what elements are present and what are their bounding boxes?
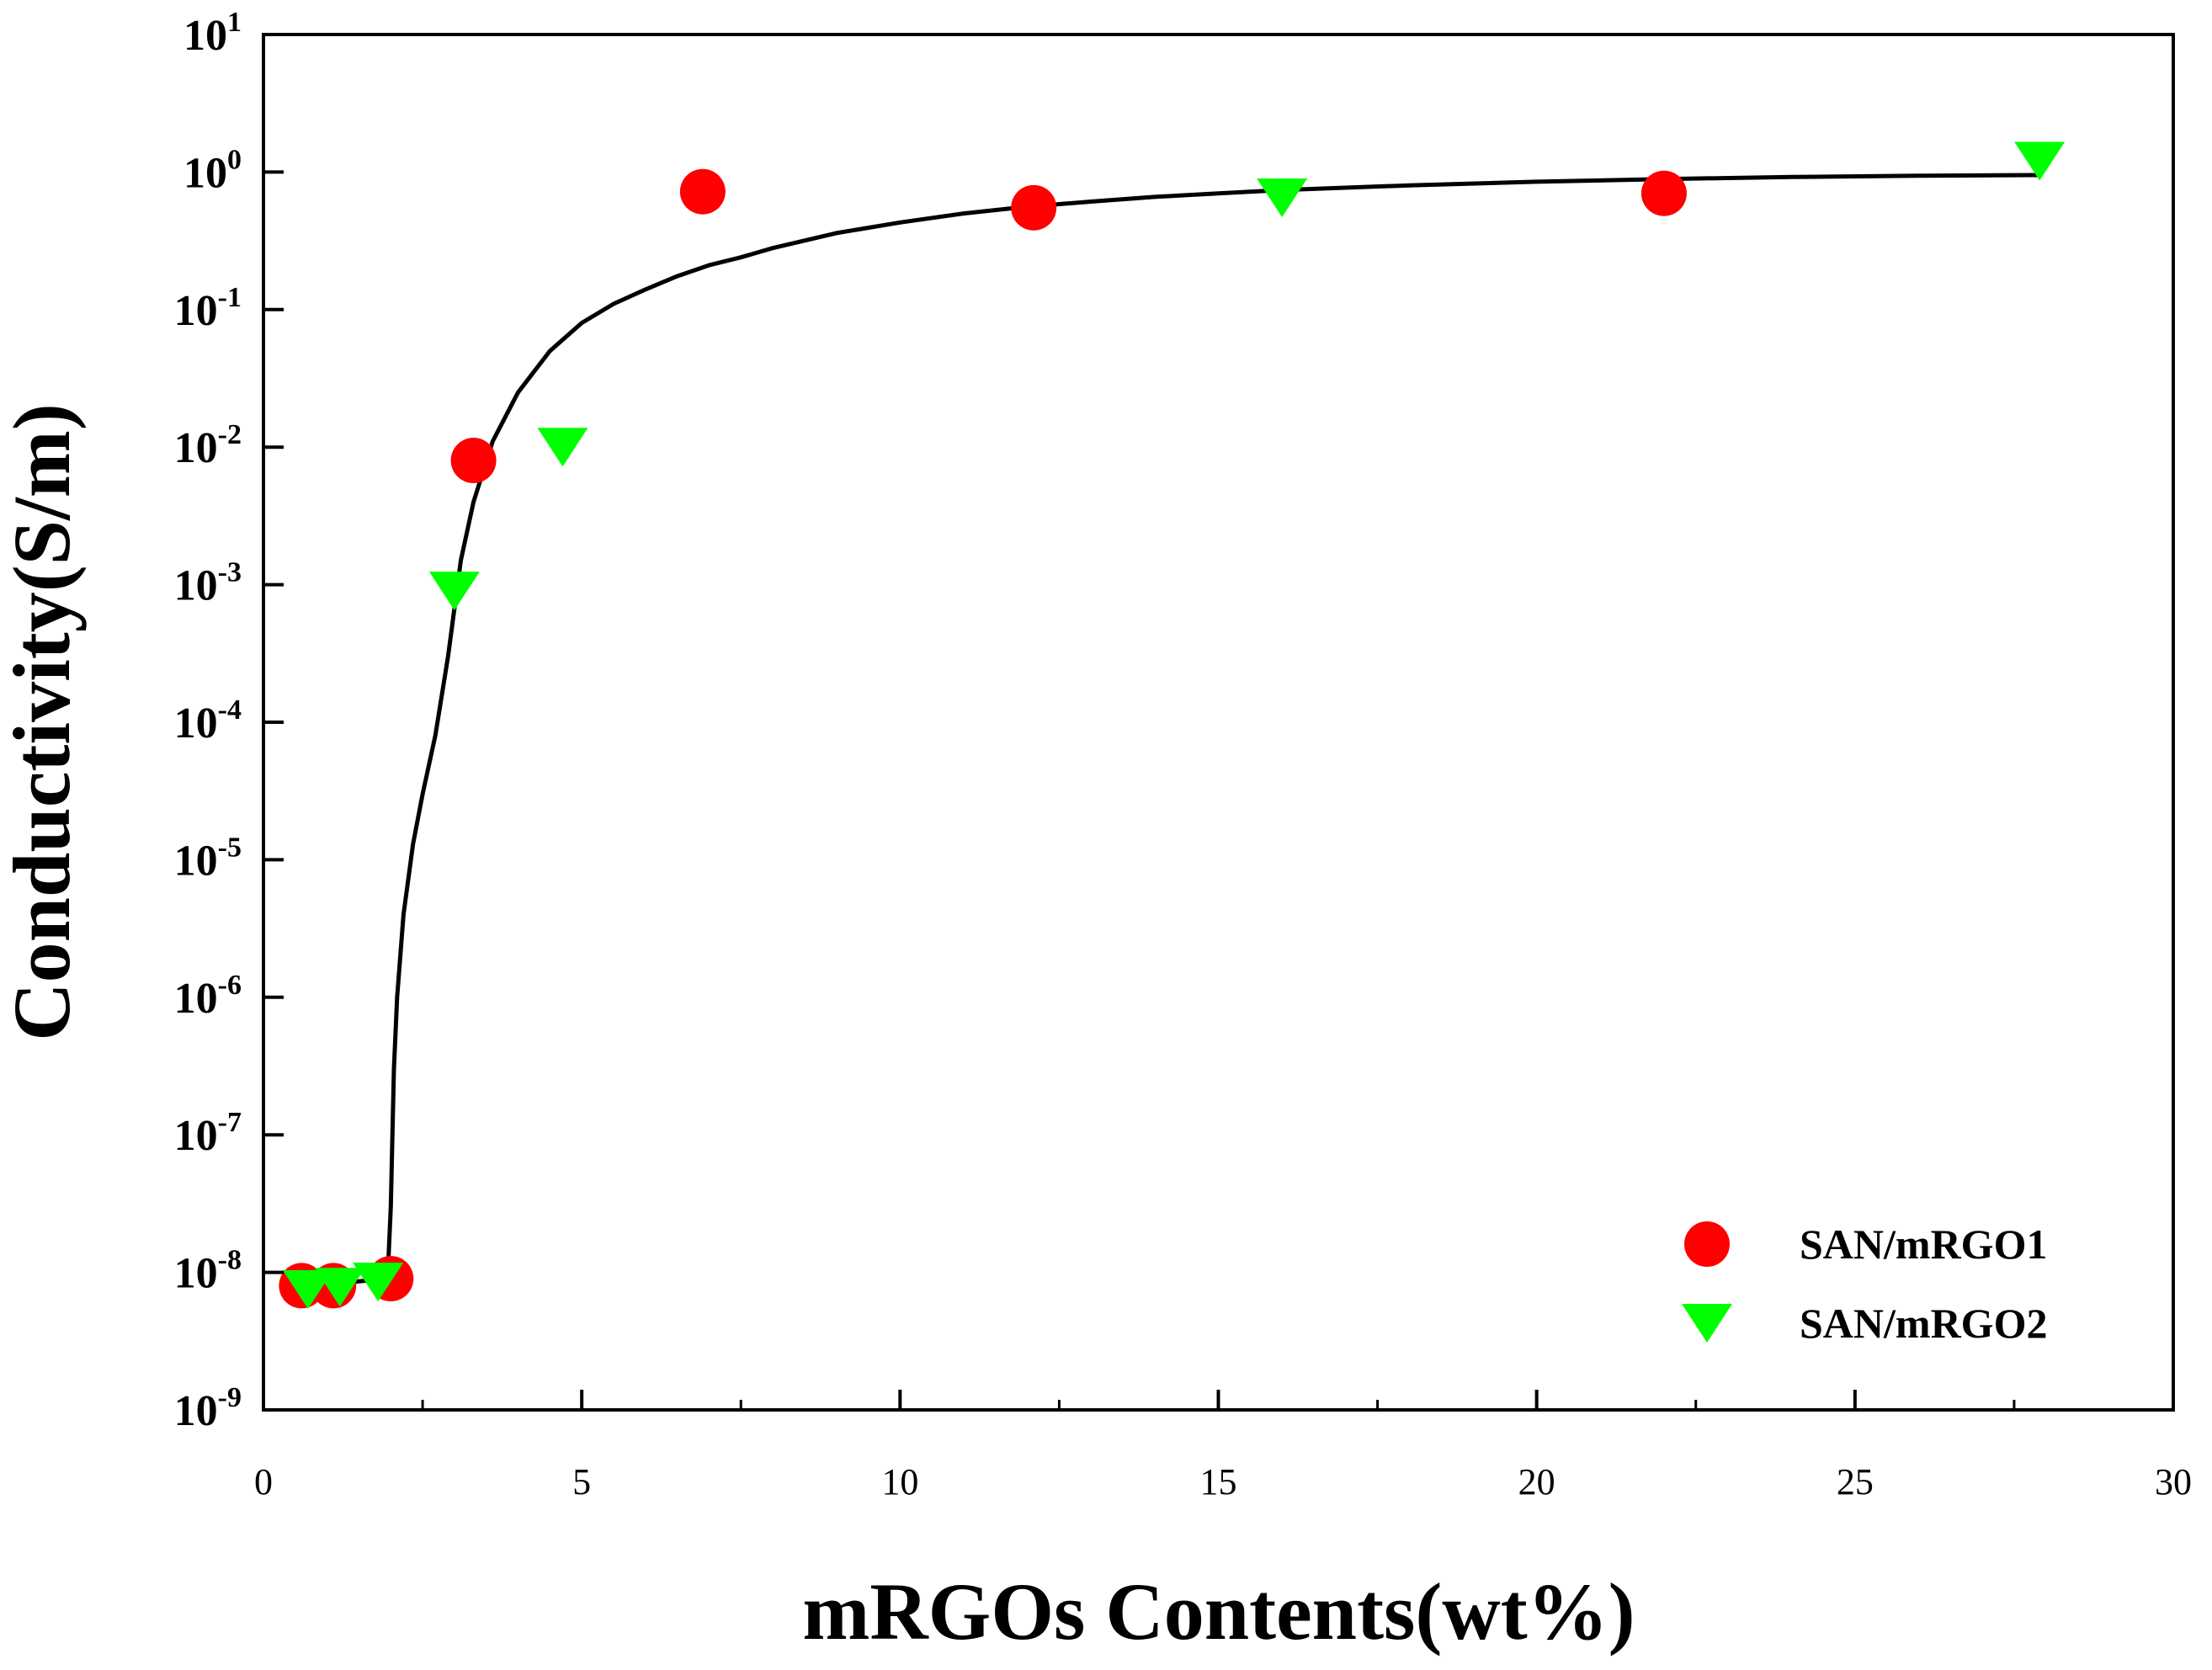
data-point-san-mrgo1 <box>1011 184 1057 231</box>
data-point-san-mrgo2 <box>428 572 480 611</box>
legend-marker-san-mrgo1 <box>1684 1221 1730 1267</box>
x-tick-label: 5 <box>572 1461 591 1502</box>
data-point-san-mrgo2 <box>353 1263 404 1302</box>
y-tick-label: 101 <box>183 7 242 60</box>
y-tick-label: 100 <box>183 144 242 197</box>
marker-layer <box>279 141 2066 1310</box>
data-point-san-mrgo1 <box>450 438 497 484</box>
y-tick-label: 10-8 <box>174 1245 242 1298</box>
legend-label-san-mrgo2: SAN/mRGO2 <box>1800 1300 2047 1347</box>
y-tick-label: 10-9 <box>174 1382 242 1435</box>
y-tick-label: 10-1 <box>174 282 242 335</box>
y-tick-label: 10-4 <box>174 694 242 747</box>
data-point-san-mrgo1 <box>1640 170 1687 216</box>
legend: SAN/mRGO1 SAN/mRGO2 <box>1682 1221 2047 1347</box>
x-tick-label: 20 <box>1518 1461 1555 1502</box>
y-axis-title: Conductivity(S/m) <box>0 403 87 1040</box>
x-tick-label: 0 <box>254 1461 273 1502</box>
x-tick-label: 30 <box>2155 1461 2192 1502</box>
x-tick-label: 25 <box>1837 1461 1874 1502</box>
x-axis-ticks: 0 5 10 15 20 25 30 <box>254 1390 2192 1502</box>
y-tick-label: 10-2 <box>174 419 242 472</box>
legend-marker-san-mrgo2 <box>1682 1304 1732 1343</box>
y-tick-label: 10-6 <box>174 970 242 1023</box>
legend-label-san-mrgo1: SAN/mRGO1 <box>1800 1221 2047 1268</box>
y-tick-label: 10-7 <box>174 1107 242 1160</box>
y-axis-ticks: 10-9 10-8 10-7 10-6 10-5 10-4 10-3 10-2 10-1 100 1… <box>174 7 284 1435</box>
data-point-san-mrgo2 <box>537 428 588 467</box>
x-tick-label: 10 <box>881 1461 918 1502</box>
y-tick-label: 10-5 <box>174 832 242 885</box>
x-tick-label: 15 <box>1200 1461 1237 1502</box>
data-point-san-mrgo2 <box>1257 178 1308 217</box>
data-point-san-mrgo2 <box>282 1270 333 1310</box>
data-point-san-mrgo1 <box>679 168 726 215</box>
y-tick-label: 10-3 <box>174 557 242 610</box>
data-point-san-mrgo2 <box>314 1268 365 1307</box>
data-point-san-mrgo2 <box>2014 141 2066 181</box>
x-axis-title: mRGOs Contents(wt%) <box>802 1566 1635 1657</box>
